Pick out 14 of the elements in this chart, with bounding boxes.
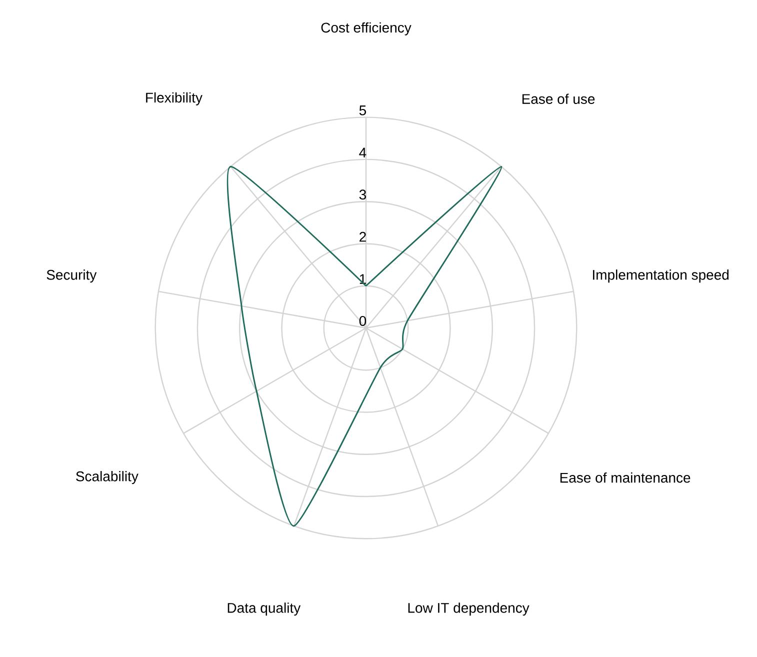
spoke-label: Ease of use <box>522 94 595 104</box>
spoke-label: Low IT dependency <box>408 602 530 616</box>
spoke-label: Ease of maintenance <box>560 472 690 483</box>
spoke-label: Data quality <box>228 602 301 616</box>
y-tick-label: 2 <box>360 232 366 242</box>
y-tick-label: 0 <box>359 316 366 326</box>
spoke-label: Flexibility <box>146 92 202 106</box>
y-tick-label: 3 <box>359 190 366 200</box>
spoke-label: Cost efficiency <box>321 22 412 36</box>
y-tick-label: 5 <box>359 106 366 116</box>
spoke-label: Security <box>46 270 97 283</box>
y-tick-label: 4 <box>359 148 366 158</box>
spoke-label: Implementation speed <box>593 270 729 283</box>
spoke-label: Scalability <box>76 471 138 484</box>
